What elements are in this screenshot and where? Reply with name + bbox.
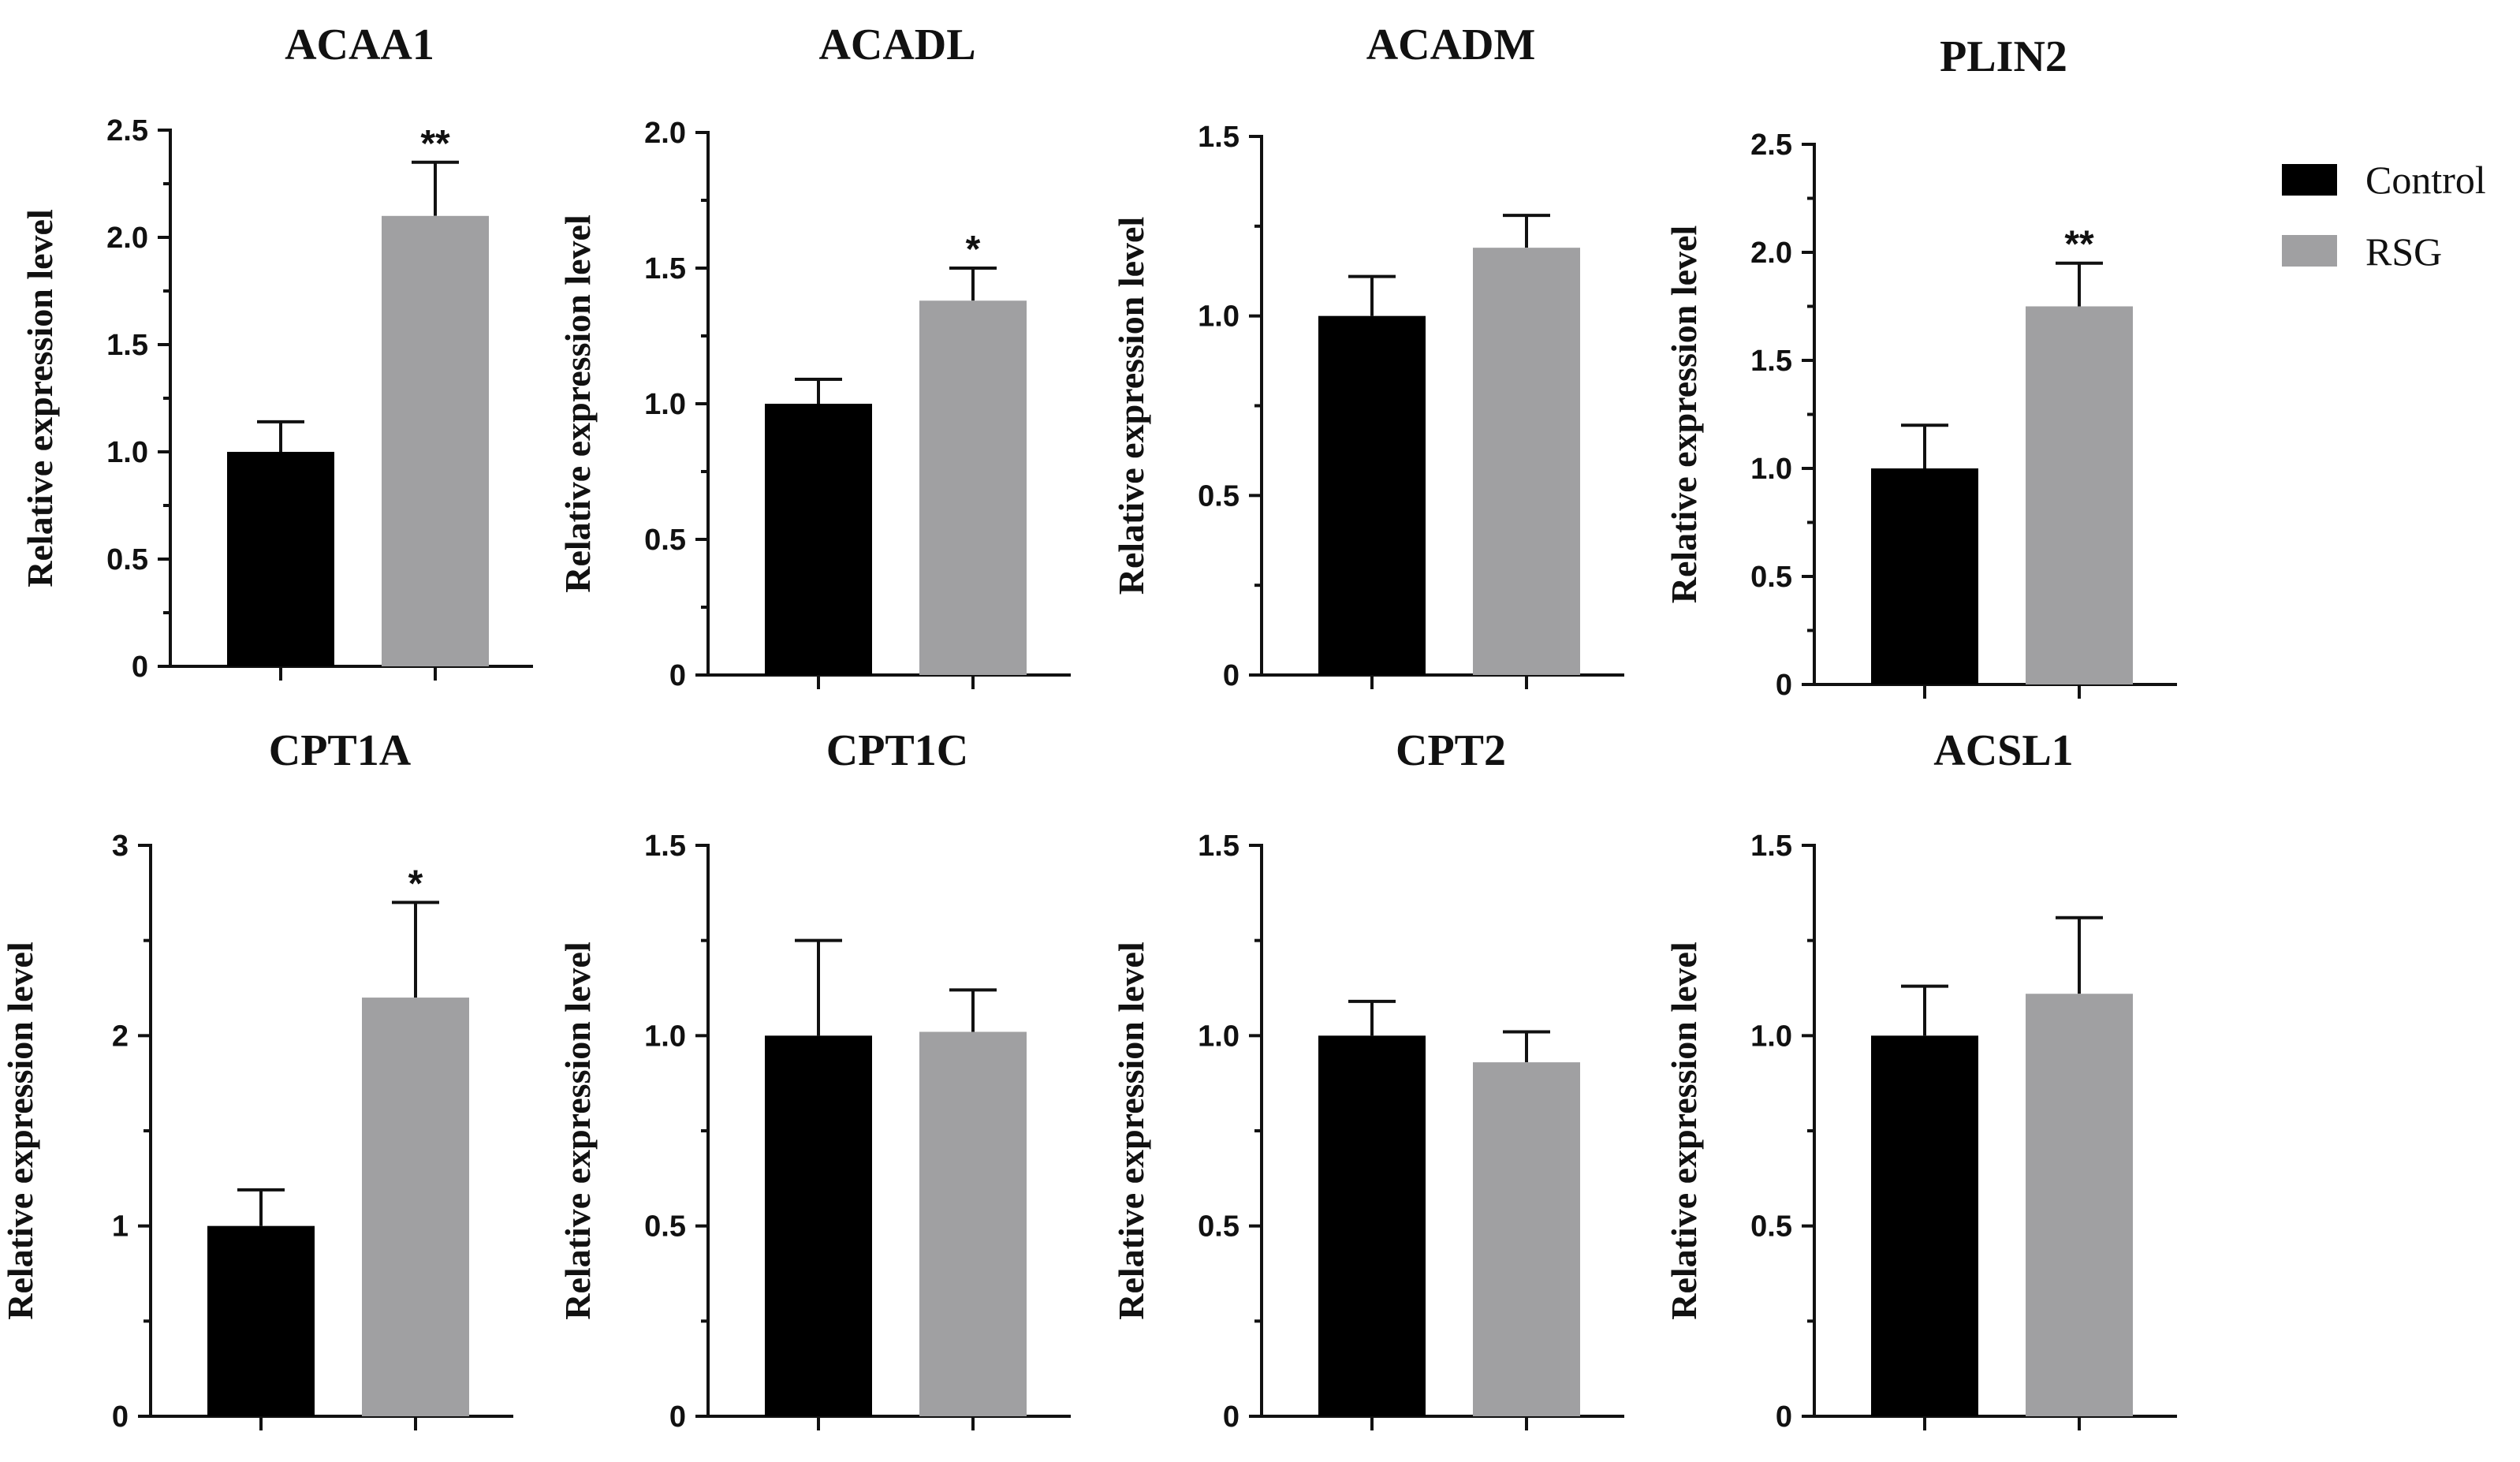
panel-cpt1c: CPT1C Relative expression level 0 0.5 1.0 1.5 xyxy=(557,726,1071,1434)
y-tick-label: 2.0 xyxy=(644,117,686,150)
bar-control xyxy=(765,1035,872,1416)
y-tick-label: 0 xyxy=(669,1400,686,1434)
y-tick-label: 1.5 xyxy=(1198,830,1239,863)
y-tick-label: 2.0 xyxy=(106,222,148,255)
y-tick-label: 1.5 xyxy=(644,830,686,863)
y-axis-label: Relative expression level xyxy=(557,942,598,1320)
y-tick-label: 2.5 xyxy=(1750,129,1792,162)
panel-title: PLIN2 xyxy=(1940,32,2067,81)
bar-rsg xyxy=(1473,1062,1580,1416)
bar-control xyxy=(1871,1035,1978,1416)
chart-panels: ACAA1 Relative expression level 0 0.5 1.0 1.5… xyxy=(0,21,2177,1434)
y-tick-label: 1.5 xyxy=(1198,121,1239,154)
legend: Control RSG xyxy=(2282,158,2486,274)
y-tick-label: 0 xyxy=(112,1400,129,1434)
panel-acadm: ACADM Relative expression level 0 0.5 1.0 1.5 xyxy=(1111,21,1624,692)
legend-label-rsg: RSG xyxy=(2365,229,2442,274)
y-tick-label: 1.0 xyxy=(106,436,148,469)
y-tick-label: 0 xyxy=(1776,1400,1792,1434)
bar-rsg xyxy=(2026,306,2133,684)
y-tick-label: 0.5 xyxy=(1750,1210,1792,1244)
panel-title: ACADM xyxy=(1366,21,1536,69)
bar-rsg xyxy=(1473,248,1580,675)
y-tick-label: 1.0 xyxy=(1750,1020,1792,1053)
y-tick-label: 0.5 xyxy=(1750,561,1792,594)
bar-rsg xyxy=(919,1031,1027,1416)
y-tick-label: 0 xyxy=(1223,659,1239,692)
y-tick-label: 0.5 xyxy=(644,1210,686,1244)
panel-acsl1: ACSL1 Relative expression level 0 0.5 1.0 1.5 xyxy=(1664,726,2177,1434)
legend-label-control: Control xyxy=(2365,158,2486,202)
y-tick-label: 0 xyxy=(669,659,686,692)
y-axis-label: Relative expression level xyxy=(0,942,40,1320)
y-tick-label: 2.5 xyxy=(106,114,148,147)
bar-control xyxy=(765,404,872,675)
y-tick-label: 2 xyxy=(112,1020,129,1053)
panel-acadl: ACADL Relative expression level 0 0.5 1.0 1.5… xyxy=(557,21,1071,692)
bar-control xyxy=(1871,468,1978,684)
bar-control xyxy=(207,1225,315,1416)
significance-marker: ** xyxy=(420,123,450,165)
y-tick-label: 0.5 xyxy=(1198,1210,1239,1244)
bar-control xyxy=(227,452,334,666)
y-axis-label: Relative expression level xyxy=(1664,226,1704,604)
y-tick-label: 1.0 xyxy=(644,1020,686,1053)
y-tick-label: 0.5 xyxy=(106,543,148,576)
panel-title: CPT1C xyxy=(826,726,968,775)
y-tick-label: 1.5 xyxy=(106,329,148,362)
y-tick-label: 0 xyxy=(1776,669,1792,702)
y-tick-label: 1 xyxy=(112,1210,129,1244)
y-tick-label: 1.5 xyxy=(1750,345,1792,378)
y-tick-label: 0 xyxy=(1223,1400,1239,1434)
y-tick-label: 1.5 xyxy=(1750,830,1792,863)
y-axis-label: Relative expression level xyxy=(1664,942,1704,1320)
y-tick-label: 1.0 xyxy=(644,388,686,421)
bar-control xyxy=(1318,1035,1426,1416)
panel-title: ACSL1 xyxy=(1933,726,2073,775)
y-axis-label: Relative expression level xyxy=(1111,217,1151,595)
y-tick-label: 0.5 xyxy=(1198,479,1239,513)
y-tick-label: 1.0 xyxy=(1198,300,1239,334)
bar-rsg xyxy=(2026,994,2133,1416)
y-axis-label: Relative expression level xyxy=(20,209,60,587)
y-tick-label: 2.0 xyxy=(1750,237,1792,270)
panel-cpt1a: CPT1A Relative expression level 0 1 2 3 * xyxy=(0,726,513,1434)
panel-title: CPT2 xyxy=(1396,726,1506,775)
y-tick-label: 1.0 xyxy=(1198,1020,1239,1053)
y-tick-label: 0 xyxy=(132,651,148,684)
legend-swatch-control xyxy=(2282,164,2337,196)
bar-rsg xyxy=(919,300,1027,675)
significance-marker: * xyxy=(966,229,981,270)
panel-title: ACAA1 xyxy=(285,21,434,69)
bar-rsg xyxy=(382,215,489,666)
panel-title: ACADL xyxy=(818,21,975,69)
y-tick-label: 1.0 xyxy=(1750,453,1792,486)
panel-acaa1: ACAA1 Relative expression level 0 0.5 1.0 1.5… xyxy=(20,21,533,684)
panel-title: CPT1A xyxy=(269,726,412,775)
significance-marker: ** xyxy=(2064,224,2094,266)
legend-swatch-rsg xyxy=(2282,235,2337,267)
y-tick-label: 3 xyxy=(112,830,129,863)
y-axis-label: Relative expression level xyxy=(557,214,598,593)
y-tick-label: 1.5 xyxy=(644,252,686,285)
panel-cpt2: CPT2 Relative expression level 0 0.5 1.0 1.5 xyxy=(1111,726,1624,1434)
y-axis-label: Relative expression level xyxy=(1111,942,1151,1320)
panel-plin2: PLIN2 Relative expression level 0 0.5 1.0 1.5… xyxy=(1664,32,2177,702)
bar-rsg xyxy=(362,998,469,1416)
significance-marker: * xyxy=(408,863,423,904)
y-tick-label: 0.5 xyxy=(644,524,686,557)
bar-control xyxy=(1318,315,1426,675)
